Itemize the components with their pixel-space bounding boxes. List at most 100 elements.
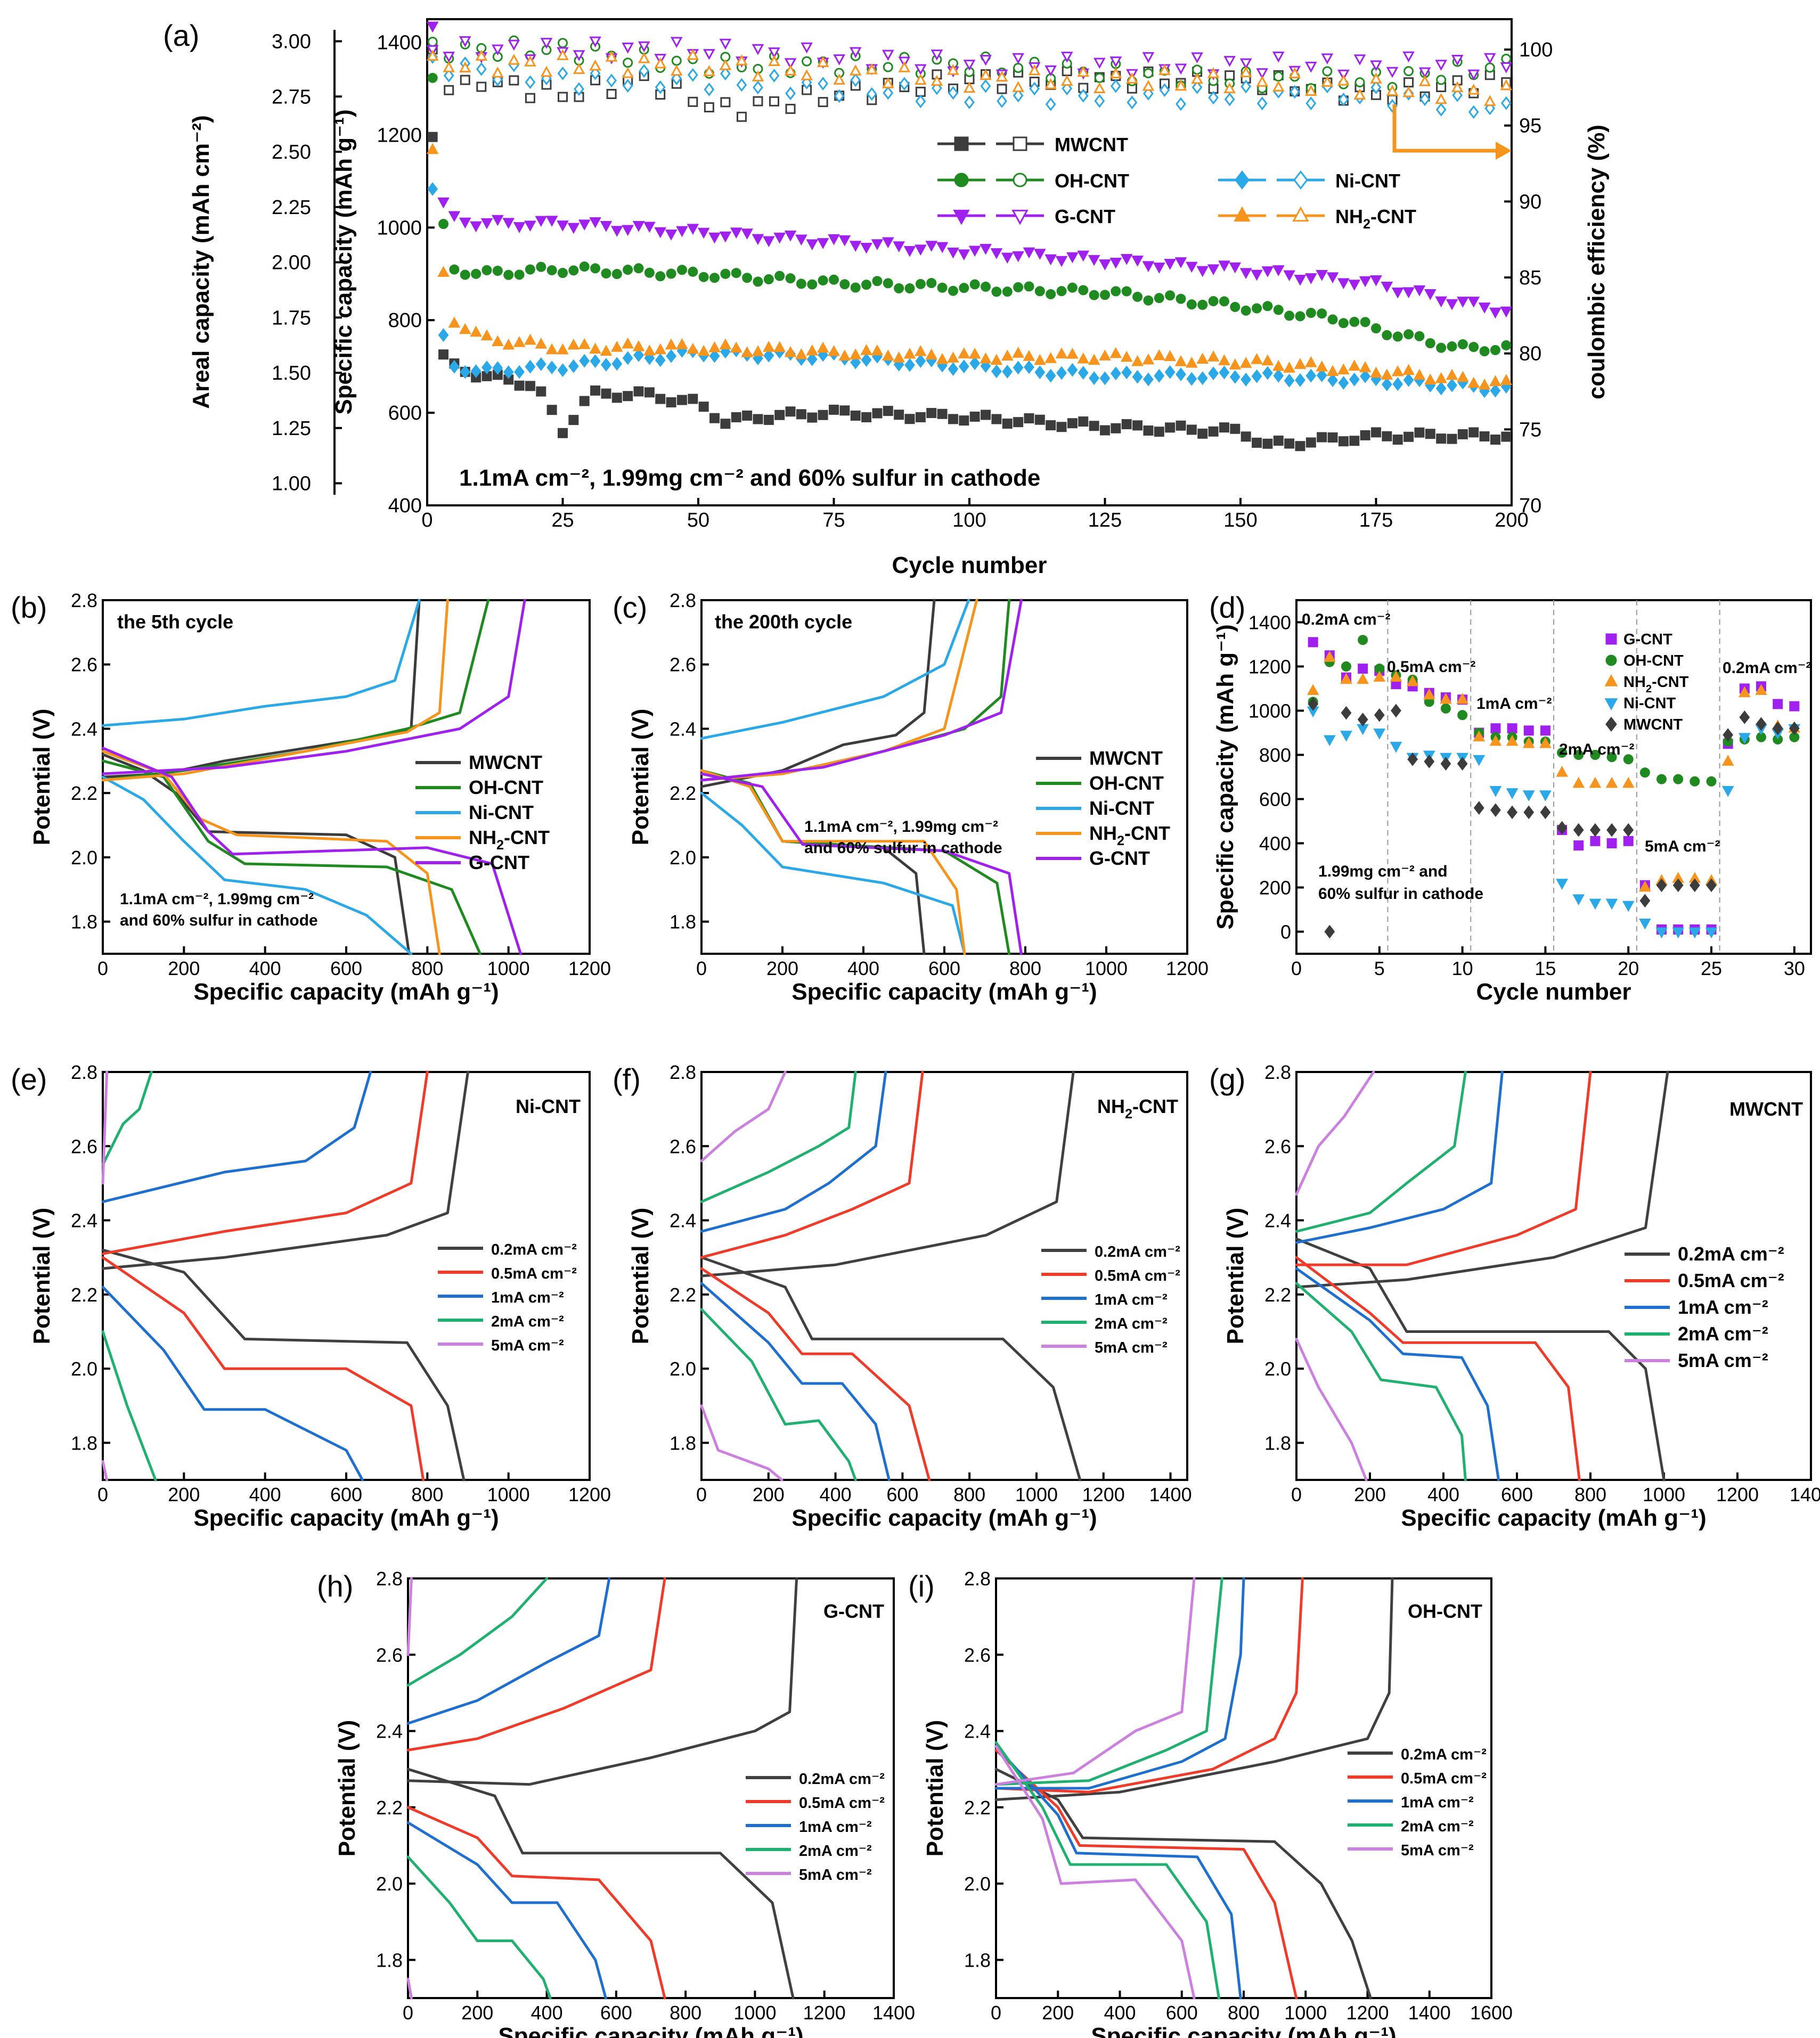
panel-d-xtick-label: 5: [1374, 957, 1385, 979]
panel-i-title: OH-CNT: [1408, 1600, 1482, 1622]
panel-b-charge-curve: [101, 599, 449, 782]
panel-a-capacity-point-oh-cnt: [546, 265, 557, 275]
panel-e-xtick-label: 1200: [568, 1484, 611, 1505]
panel-a-capacity-point-g-cnt: [676, 226, 688, 238]
panel-a-ce-point-g-cnt: [622, 42, 634, 54]
panel-a-capacity-point-mwcnt: [1295, 441, 1305, 452]
panel-a-capacity-point-g-cnt: [1164, 259, 1176, 270]
panel-a-ce-point-nh2-cnt: [1207, 67, 1220, 78]
panel-a-ytick-right-label: 100: [1519, 39, 1553, 61]
panel-a-capacity-point-nh2-cnt: [860, 344, 872, 355]
panel-a-capacity-point-oh-cnt: [1002, 287, 1013, 297]
panel-a-capacity-point-ni-cnt: [1078, 366, 1089, 380]
panel-a-capacity-point-ni-cnt: [948, 362, 959, 376]
panel-a-capacity-point-nh2-cnt: [665, 338, 678, 350]
panel-a-capacity-point-nh2-cnt: [1218, 354, 1230, 365]
panel-a-capacity-point-nh2-cnt: [1055, 347, 1068, 359]
panel-a-ce-point-nh2-cnt: [1077, 66, 1090, 77]
panel-a-ce-point-nh2-cnt: [475, 50, 488, 61]
panel-a-capacity-point-nh2-cnt: [784, 346, 797, 357]
panel-e-xlabel: Specific capacity (mAh g⁻¹): [193, 1505, 499, 1531]
panel-e-charge-curve: [101, 1070, 153, 1166]
panel-a-capacity-point-mwcnt: [763, 414, 774, 425]
panel-a-capacity-point-g-cnt: [741, 228, 753, 240]
panel-g-charge-curve: [1295, 1070, 1467, 1233]
panel-a-capacity-point-oh-cnt: [1197, 299, 1208, 310]
panel-a-capacity-point-mwcnt: [872, 408, 883, 419]
panel-a-capacity-point-ni-cnt: [1327, 373, 1338, 387]
panel-a-ce-point-g-cnt: [882, 50, 894, 61]
panel-a-capacity-point-nh2-cnt: [1001, 349, 1014, 361]
panel-a-capacity-point-mwcnt: [1371, 427, 1381, 438]
panel-a-capacity-point-oh-cnt: [438, 219, 449, 230]
panel-a-capacity-point-oh-cnt: [1392, 331, 1403, 342]
panel-a-ce-point-g-cnt: [1239, 58, 1252, 70]
panel-a-capacity-point-nh2-cnt: [437, 266, 450, 277]
panel-a-ce-point-g-cnt: [589, 36, 601, 48]
panel-a-capacity-point-mwcnt: [731, 412, 741, 422]
panel-a-capacity-point-nh2-cnt: [990, 354, 1003, 365]
panel-a-ce-point-nh2-cnt: [963, 81, 976, 93]
panel-d-point-mwcnt: [1672, 878, 1684, 893]
panel-b-discharge-curve: [101, 747, 522, 955]
panel-d-point-ni-cnt: [1672, 927, 1685, 939]
panel-d-point-oh-cnt: [1457, 710, 1468, 721]
panel-a-ce-point-oh-cnt: [1484, 62, 1495, 73]
panel-d-point-oh-cnt: [1606, 752, 1617, 763]
panel-c-xtick-label: 600: [928, 957, 960, 979]
panel-a-ce-point-g-cnt: [980, 55, 992, 66]
panel-d-point-mwcnt: [1523, 805, 1535, 820]
panel-c-charge-curve: [700, 599, 1023, 782]
panel-a-capacity-point-g-cnt: [437, 197, 450, 209]
panel-a-capacity-point-g-cnt: [1305, 273, 1317, 284]
panel-d-rate-label: 0.5mA cm⁻²: [1387, 658, 1475, 676]
panel-a-capacity-point-mwcnt: [1121, 419, 1132, 430]
panel-a-capacity-point-oh-cnt: [1024, 281, 1034, 292]
panel-b-xtick-label: 1200: [568, 957, 611, 979]
panel-d-point-mwcnt: [1391, 703, 1401, 718]
panel-a-areal-tick-label: 2.50: [272, 141, 311, 163]
panel-a-capacity-point-oh-cnt: [1121, 286, 1132, 297]
panel-d-point-ni-cnt: [1489, 786, 1502, 797]
panel-h-discharge-curve: [406, 1977, 413, 2000]
panel-a-ce-point-oh-cnt: [623, 58, 633, 68]
panel-a-capacity-point-mwcnt: [1176, 420, 1186, 431]
panel-a-ce-point-nh2-cnt: [443, 61, 455, 72]
panel-a-legend-marker-filled: [954, 173, 969, 187]
panel-f-xlabel: Specific capacity (mAh g⁻¹): [791, 1505, 1097, 1531]
panel-a-capacity-point-nh2-cnt: [459, 323, 471, 334]
panel-d-point-mwcnt: [1556, 821, 1568, 835]
panel-a-capacity-point-oh-cnt: [894, 283, 904, 293]
panel-a-capacity-point-g-cnt: [893, 241, 905, 252]
panel-a-capacity-point-g-cnt: [1337, 278, 1350, 289]
panel-d-xtick-label: 20: [1618, 957, 1639, 979]
panel-d-point-oh-cnt: [1690, 776, 1700, 787]
panel-i-discharge-curve: [994, 1748, 1298, 2000]
panel-f-discharge-curve: [700, 1282, 891, 1482]
panel-a-capacity-point-mwcnt: [1305, 437, 1316, 448]
panel-a-capacity-point-oh-cnt: [655, 271, 666, 282]
panel-a-ce-point-nh2-cnt: [980, 69, 992, 80]
panel-a-capacity-point-nh2-cnt: [1359, 361, 1372, 372]
panel-a-ce-point-oh-cnt: [1094, 72, 1105, 83]
panel-i-discharge-curve: [994, 1741, 1220, 2000]
panel-a-capacity-point-oh-cnt: [492, 266, 503, 276]
panel-a-capacity-point-mwcnt: [1436, 433, 1447, 444]
panel-a-ce-point-mwcnt: [1225, 70, 1235, 81]
panel-a-capacity-point-ni-cnt: [1360, 369, 1371, 383]
panel-a-ce-point-nh2-cnt: [882, 77, 894, 88]
panel-a-ce-point-g-cnt: [573, 50, 585, 61]
panel-a-capacity-point-oh-cnt: [763, 274, 774, 284]
panel-a-ce-point-nh2-cnt: [915, 73, 927, 85]
panel-a-capacity-point-ni-cnt: [1013, 361, 1024, 375]
panel-a-capacity-point-ni-cnt: [1262, 366, 1273, 380]
panel-a-capacity-point-nh2-cnt: [676, 338, 688, 349]
panel-a-capacity-point-g-cnt: [980, 244, 992, 255]
panel-a-ce-point-ni-cnt: [1468, 105, 1479, 119]
panel-d-point-nh2-cnt: [1755, 684, 1767, 695]
panel-a-capacity-point-mwcnt: [1154, 427, 1164, 437]
panel-a-ce-point-g-cnt: [1109, 56, 1122, 68]
panel-d-point-mwcnt: [1756, 717, 1767, 731]
panel-h-xtick-label: 800: [670, 2002, 701, 2024]
panel-a-ytick-right-label: 95: [1519, 115, 1541, 137]
